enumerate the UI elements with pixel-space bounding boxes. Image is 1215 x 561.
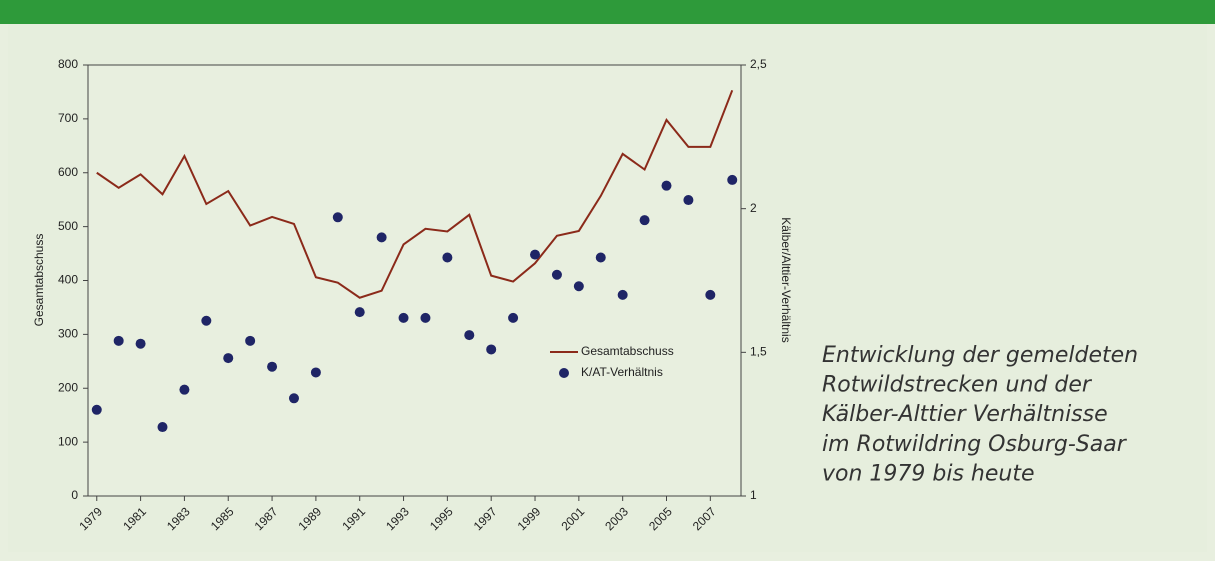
scatter-point [223,353,234,364]
scatter-point [332,212,343,223]
y-axis-label: Gesamtabschuss [32,234,46,327]
y-tick-label: 200 [58,380,78,394]
scatter-point [245,335,256,346]
scatter-point [398,312,409,323]
y2-tick-label: 1,5 [750,345,767,359]
scatter-point [705,289,716,300]
caption-line: Kälber-Alttier Verhältnisse [822,402,1108,427]
y2-tick-label: 1 [750,488,757,502]
scatter-point [288,393,299,404]
scatter-point [551,269,562,280]
scatter-point [376,232,387,243]
legend-box [546,340,700,384]
caption-line: im Rotwildring Osburg-Saar [822,432,1128,457]
scatter-point [310,367,321,378]
legend-swatch [559,368,569,378]
y-tick-label: 600 [58,165,78,179]
plot-area [87,64,742,497]
legend-label: Gesamtabschuss [581,344,674,358]
caption-line: von 1979 bis heute [822,461,1035,486]
legend-label: K/AT-Verhältnis [581,365,663,379]
scatter-point [442,252,453,263]
scatter-point [661,180,672,191]
scatter-point [201,315,212,326]
scatter-point [91,404,102,415]
scatter-point [354,307,365,318]
y2-tick-label: 2,5 [750,57,767,71]
scatter-point [727,174,738,185]
y-tick-label: 500 [58,219,78,233]
scatter-point [508,312,519,323]
scatter-point [113,335,124,346]
scatter-point [464,330,475,341]
y-tick-label: 0 [71,488,78,502]
scatter-point [420,312,431,323]
caption-line: Rotwildstrecken und der [822,373,1093,398]
y-tick-label: 300 [58,327,78,341]
scatter-point [683,195,694,206]
scatter-point [617,289,628,300]
scatter-point [573,281,584,292]
caption-line: Entwicklung der gemeldeten [822,343,1138,368]
y-tick-label: 100 [58,434,78,448]
scatter-point [530,249,541,260]
y2-axis-label: Kälber/Alttier-Verhältnis [779,217,793,342]
y-tick-label: 400 [58,273,78,287]
scatter-point [179,384,190,395]
top-bar [0,0,1215,24]
y2-tick-label: 2 [750,201,757,215]
scatter-point [157,422,168,433]
scatter-point [267,361,278,372]
y-tick-label: 700 [58,111,78,125]
scatter-point [135,338,146,349]
line-series [96,89,734,299]
scatter-point [595,252,606,263]
scatter-point [486,344,497,355]
scatter-point [639,215,650,226]
y-tick-label: 800 [58,57,78,71]
